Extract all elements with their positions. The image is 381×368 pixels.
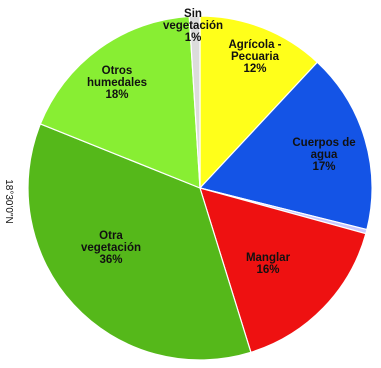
pie-slice-6 (188, 15, 201, 189)
pie-slice-5 (39, 15, 201, 189)
pie-slice-3 (199, 187, 367, 354)
pie-label-6: Sin vegetación 1% (163, 8, 223, 44)
pie-slice-4 (27, 123, 252, 361)
pie-label-4: Otra vegetación 36% (81, 230, 141, 266)
pie-label-3: Manglar 16% (246, 252, 291, 276)
pie-labels: Agrícola -Pecuaria 12% Cuerpos de agua 17% Ma… (81, 8, 356, 276)
pie-slices (27, 15, 373, 361)
pie-slice-1 (198, 61, 373, 231)
pie-slice-0 (199, 15, 319, 190)
pie-label-1: Cuerpos de agua 17% (292, 137, 355, 173)
pie-label-0: Agrícola -Pecuaria 12% (228, 39, 281, 75)
pie-label-5: Otros humedales 18% (87, 65, 147, 101)
